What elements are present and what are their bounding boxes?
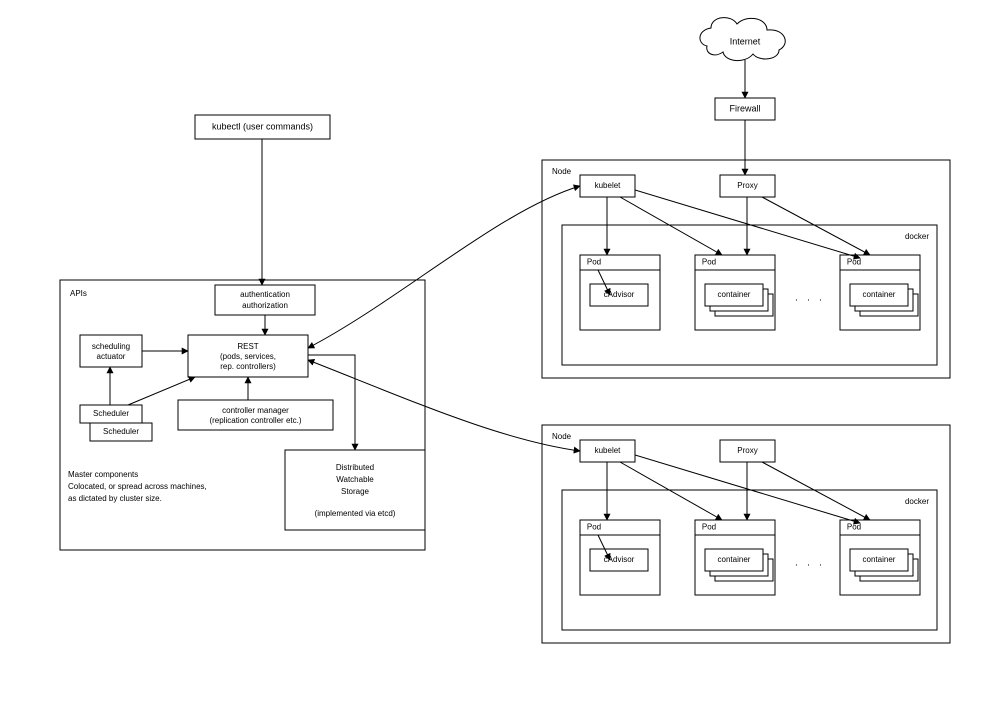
auth-label-2: authorization [242, 301, 288, 310]
rest-label-3: rep. controllers) [220, 362, 276, 371]
cm-label-1: controller manager [222, 406, 289, 415]
scheduler-label-back: Scheduler [103, 427, 139, 436]
sched-act-label-1: scheduling [92, 342, 130, 351]
master-caption-3: as dictated by cluster size. [68, 494, 162, 503]
node1-pod-inner-label-1: container [718, 290, 751, 299]
node2-docker-title: docker [905, 497, 929, 506]
auth-label-1: authentication [240, 290, 290, 299]
node1-pod-inner-label-2: container [863, 290, 896, 299]
edge-20 [762, 462, 870, 520]
dws-label-2: Watchable [336, 475, 374, 484]
dws-label-4: (implemented via etcd) [315, 509, 396, 518]
master-caption-2: Colocated, or spread across machines, [68, 482, 207, 491]
node1-docker-title: docker [905, 232, 929, 241]
node2-pod-label-2: Pod [847, 523, 861, 532]
node2-kubelet-label: kubelet [595, 446, 622, 455]
firewall-label: Firewall [729, 103, 760, 113]
edge-15 [762, 197, 870, 255]
master-caption-1: Master components [68, 470, 138, 479]
node1-title: Node [552, 167, 572, 176]
kubectl-label: kubectl (user commands) [212, 121, 313, 131]
ellipsis-0: · · · [795, 295, 826, 306]
edge-9 [308, 186, 580, 348]
node2-title: Node [552, 432, 572, 441]
edge-17 [620, 462, 722, 520]
rest-label-2: (pods, services, [220, 352, 276, 361]
node1-pod-label-0: Pod [587, 258, 601, 267]
node2-pod-label-0: Pod [587, 523, 601, 532]
node1-pod-label-2: Pod [847, 258, 861, 267]
node2-pod-inner-label-1: container [718, 555, 751, 564]
dws-label-3: Storage [341, 487, 370, 496]
ellipsis-1: · · · [795, 560, 826, 571]
node2-proxy-label: Proxy [737, 446, 757, 455]
node1-proxy-label: Proxy [737, 181, 757, 190]
internet-label: Internet [730, 36, 761, 46]
dws-label-1: Distributed [336, 463, 374, 472]
node2-pod-inner-label-2: container [863, 555, 896, 564]
node1-pod-label-1: Pod [702, 258, 716, 267]
architecture-diagram: Internet Firewall kubectl (user commands) A… [0, 0, 1000, 701]
node1-kubelet-label: kubelet [595, 181, 622, 190]
node2-pod-label-1: Pod [702, 523, 716, 532]
sched-act-label-2: actuator [97, 352, 126, 361]
cm-label-2: (replication controller etc.) [209, 416, 301, 425]
apis-title: APIs [70, 289, 87, 298]
edge-10 [308, 360, 580, 451]
scheduler-label-front: Scheduler [93, 409, 129, 418]
rest-label-1: REST [237, 342, 258, 351]
edge-12 [620, 197, 722, 255]
